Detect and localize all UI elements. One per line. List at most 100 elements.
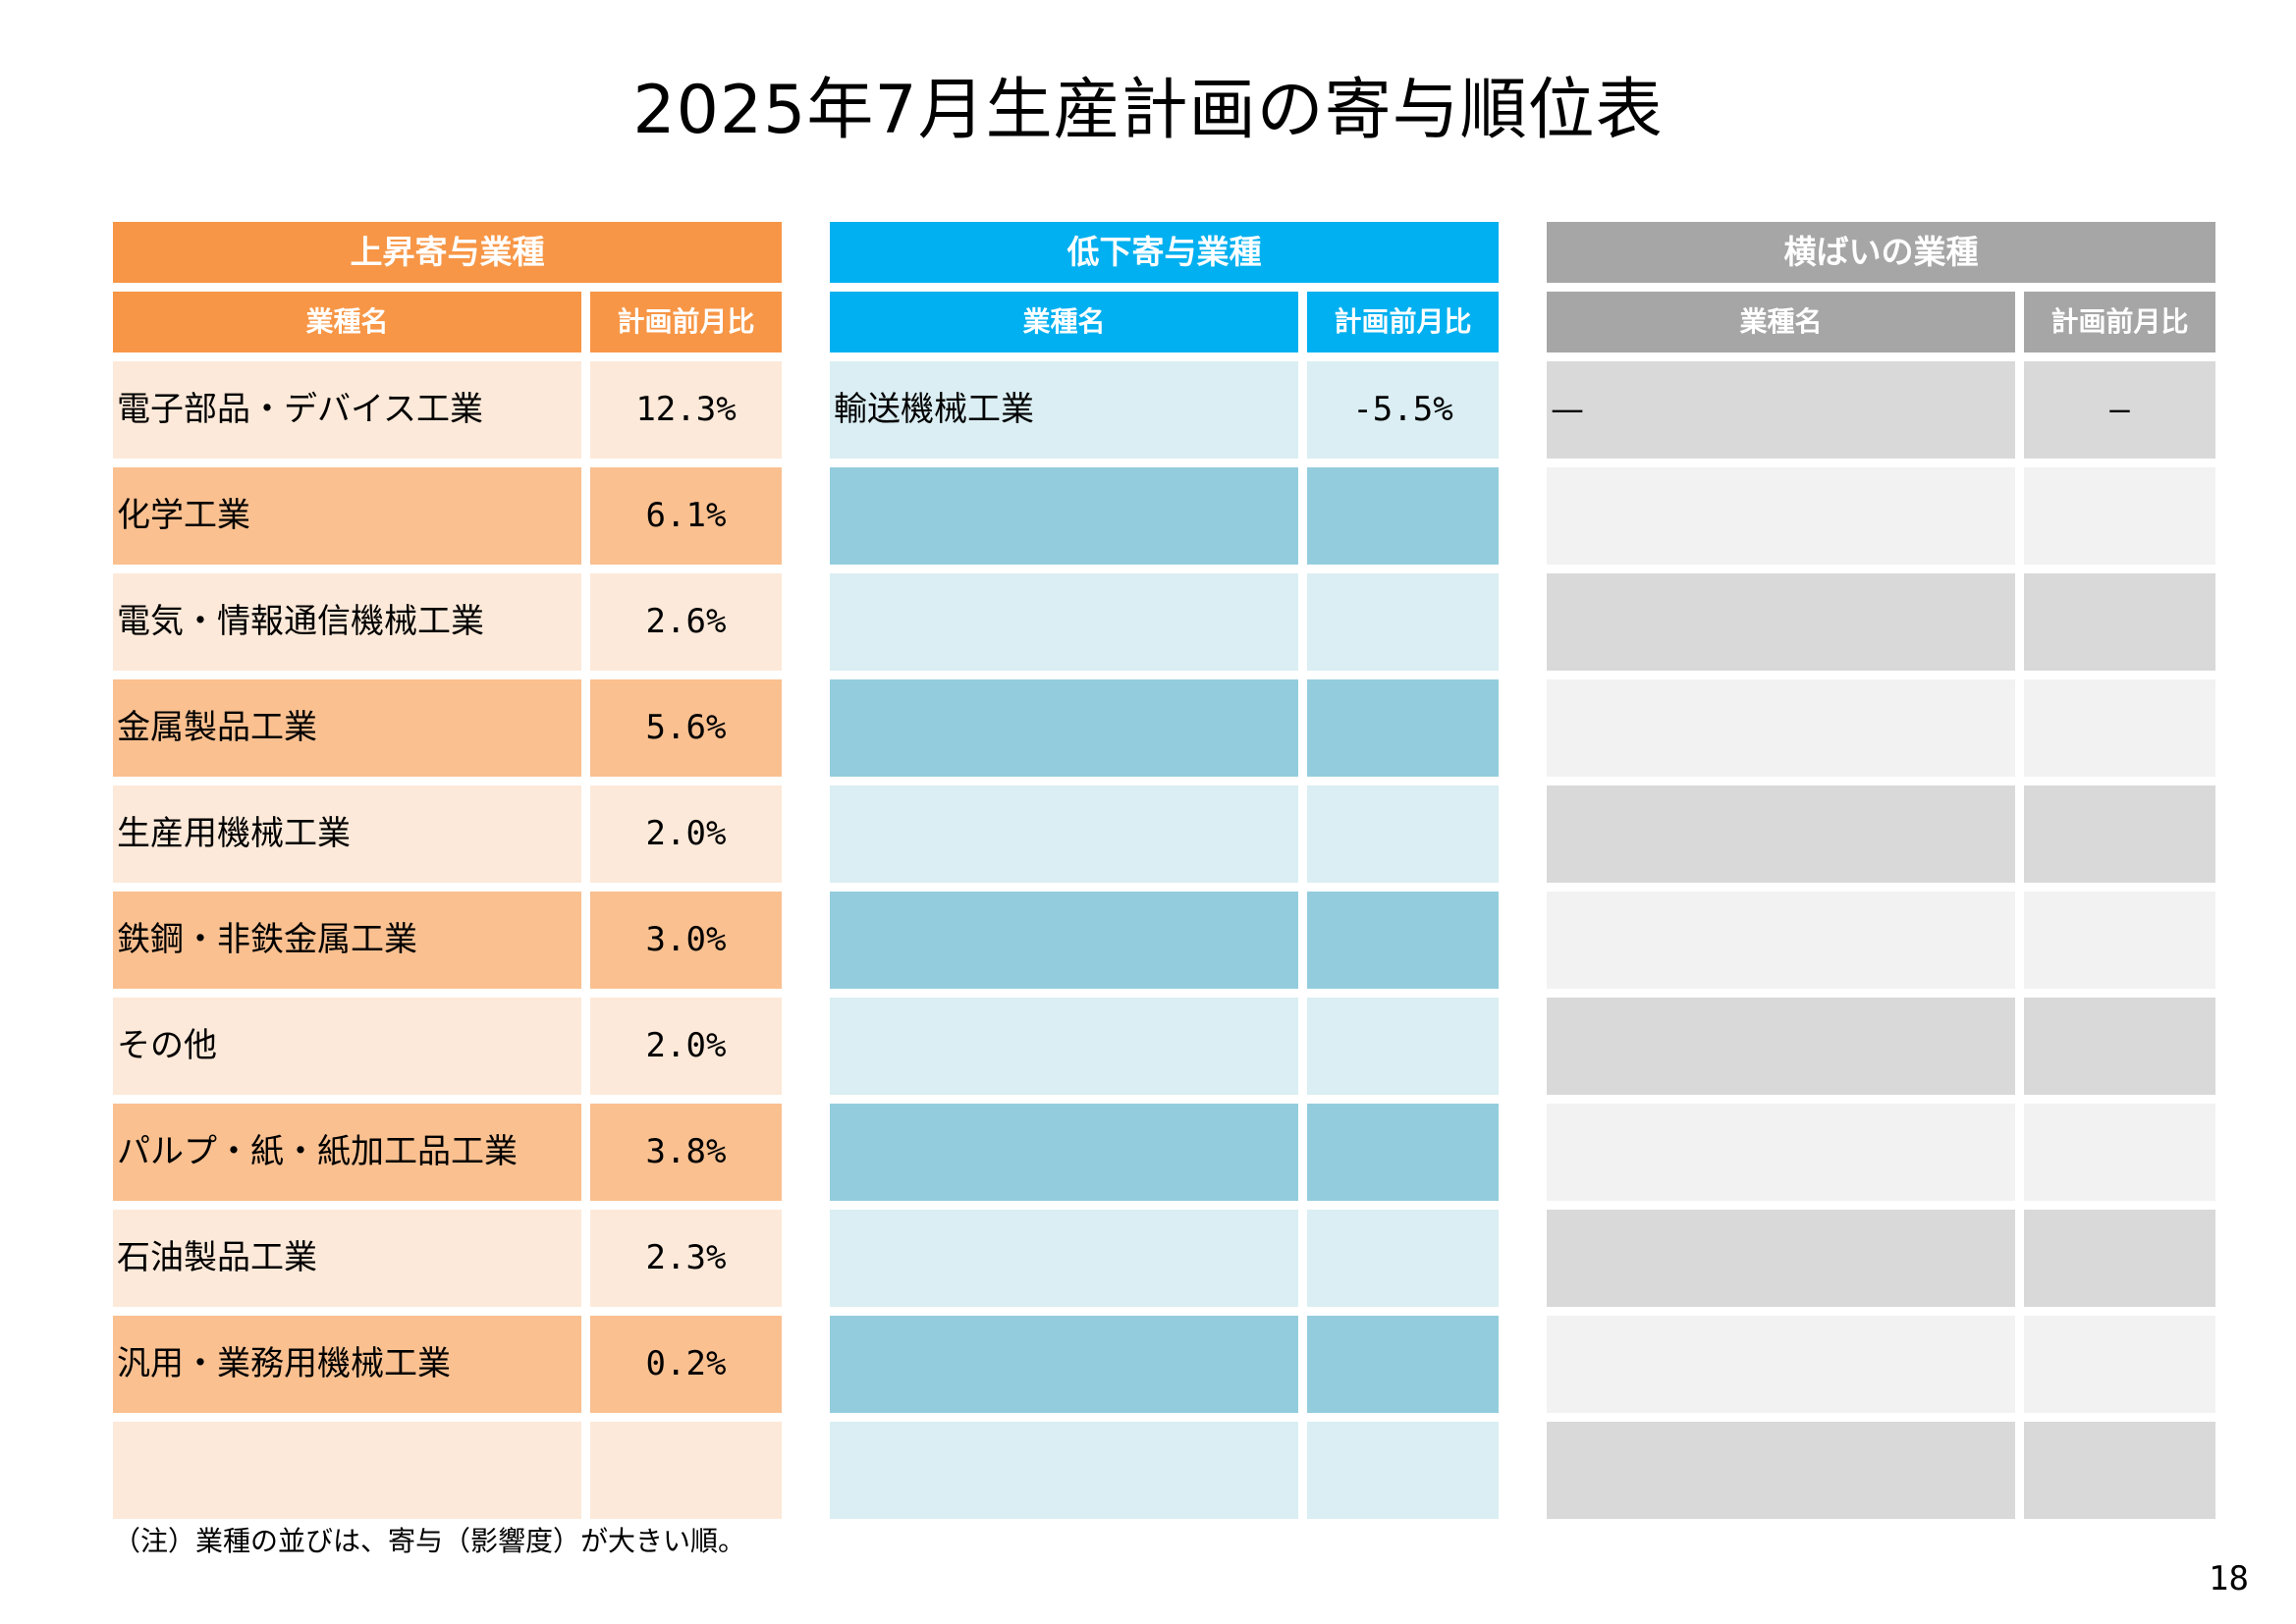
rise-col-name-header: 業種名 bbox=[113, 292, 581, 352]
flat-panel: 横ばいの業種 業種名 計画前月比 — — bbox=[1547, 222, 2215, 1528]
industry-name-cell bbox=[830, 892, 1298, 989]
flat-col-value-header: 計画前月比 bbox=[2024, 292, 2215, 352]
table-row bbox=[830, 1422, 1499, 1519]
industry-name-cell bbox=[830, 573, 1298, 671]
mom-change-cell bbox=[2024, 998, 2215, 1095]
industry-name-cell bbox=[1547, 1316, 2015, 1413]
table-row bbox=[1547, 892, 2215, 989]
table-row: 石油製品工業 2.3% bbox=[113, 1210, 782, 1307]
industry-name-cell bbox=[830, 785, 1298, 883]
mom-change-cell bbox=[1307, 1316, 1499, 1413]
industry-name-cell bbox=[830, 679, 1298, 777]
table-row bbox=[1547, 679, 2215, 777]
mom-change-cell bbox=[2024, 573, 2215, 671]
page-number: 18 bbox=[2209, 1559, 2249, 1598]
industry-name-cell: 石油製品工業 bbox=[113, 1210, 581, 1307]
industry-name-cell bbox=[830, 1210, 1298, 1307]
table-row bbox=[830, 1210, 1499, 1307]
table-row bbox=[113, 1422, 782, 1519]
mom-change-cell: 2.3% bbox=[590, 1210, 782, 1307]
mom-change-cell: 2.6% bbox=[590, 573, 782, 671]
fall-rows: 輸送機械工業 -5.5% bbox=[830, 361, 1499, 1519]
industry-name-cell: — bbox=[1547, 361, 2015, 459]
industry-name-cell bbox=[113, 1422, 581, 1519]
table-row bbox=[1547, 573, 2215, 671]
industry-name-cell: パルプ・紙・紙加工品工業 bbox=[113, 1104, 581, 1201]
industry-name-cell: 電気・情報通信機械工業 bbox=[113, 573, 581, 671]
mom-change-cell bbox=[2024, 679, 2215, 777]
table-row: 化学工業 6.1% bbox=[113, 467, 782, 565]
mom-change-cell bbox=[1307, 467, 1499, 565]
table-row: 鉄鋼・非鉄金属工業 3.0% bbox=[113, 892, 782, 989]
flat-rows: — — bbox=[1547, 361, 2215, 1519]
table-row bbox=[1547, 1316, 2215, 1413]
mom-change-cell: 12.3% bbox=[590, 361, 782, 459]
mom-change-cell bbox=[2024, 892, 2215, 989]
table-row bbox=[830, 679, 1499, 777]
table-row: パルプ・紙・紙加工品工業 3.8% bbox=[113, 1104, 782, 1201]
table-row bbox=[830, 785, 1499, 883]
industry-name-cell: 汎用・業務用機械工業 bbox=[113, 1316, 581, 1413]
table-row bbox=[1547, 467, 2215, 565]
rise-rows: 電子部品・デバイス工業 12.3% 化学工業 6.1% 電気・情報通信機械工業 2.6% 金… bbox=[113, 361, 782, 1519]
flat-panel-header: 横ばいの業種 bbox=[1547, 222, 2215, 283]
mom-change-cell: 2.0% bbox=[590, 785, 782, 883]
industry-name-cell bbox=[1547, 467, 2015, 565]
industry-name-cell: 輸送機械工業 bbox=[830, 361, 1298, 459]
table-row bbox=[1547, 1422, 2215, 1519]
industry-name-cell bbox=[1547, 1422, 2015, 1519]
flat-col-name-header: 業種名 bbox=[1547, 292, 2015, 352]
industry-name-cell bbox=[830, 467, 1298, 565]
mom-change-cell: -5.5% bbox=[1307, 361, 1499, 459]
industry-name-cell bbox=[830, 1316, 1298, 1413]
mom-change-cell: 2.0% bbox=[590, 998, 782, 1095]
mom-change-cell: 5.6% bbox=[590, 679, 782, 777]
industry-name-cell bbox=[830, 998, 1298, 1095]
page-title: 2025年7月生産計画の寄与順位表 bbox=[632, 72, 1664, 149]
mom-change-cell bbox=[1307, 1422, 1499, 1519]
fall-panel-header: 低下寄与業種 bbox=[830, 222, 1499, 283]
mom-change-cell: — bbox=[2024, 361, 2215, 459]
rise-panel-header: 上昇寄与業種 bbox=[113, 222, 782, 283]
table-row bbox=[830, 892, 1499, 989]
mom-change-cell bbox=[1307, 679, 1499, 777]
rise-column-headers: 業種名 計画前月比 bbox=[113, 292, 782, 352]
table-row bbox=[830, 1104, 1499, 1201]
mom-change-cell bbox=[2024, 1422, 2215, 1519]
table-row: 輸送機械工業 -5.5% bbox=[830, 361, 1499, 459]
fall-panel: 低下寄与業種 業種名 計画前月比 輸送機械工業 -5.5% bbox=[830, 222, 1499, 1528]
mom-change-cell bbox=[1307, 892, 1499, 989]
table-row: その他 2.0% bbox=[113, 998, 782, 1095]
mom-change-cell bbox=[1307, 573, 1499, 671]
mom-change-cell bbox=[1307, 998, 1499, 1095]
fall-col-name-header: 業種名 bbox=[830, 292, 1298, 352]
table-row: 電子部品・デバイス工業 12.3% bbox=[113, 361, 782, 459]
mom-change-cell bbox=[1307, 1104, 1499, 1201]
table-row bbox=[830, 1316, 1499, 1413]
table-row: 汎用・業務用機械工業 0.2% bbox=[113, 1316, 782, 1413]
industry-name-cell: 金属製品工業 bbox=[113, 679, 581, 777]
mom-change-cell bbox=[2024, 1210, 2215, 1307]
table-row: 電気・情報通信機械工業 2.6% bbox=[113, 573, 782, 671]
industry-name-cell bbox=[1547, 1104, 2015, 1201]
footnote: （注）業種の並びは、寄与（影響度）が大きい順。 bbox=[113, 1525, 746, 1557]
mom-change-cell bbox=[590, 1422, 782, 1519]
mom-change-cell bbox=[2024, 785, 2215, 883]
table-row bbox=[830, 573, 1499, 671]
industry-name-cell bbox=[1547, 1210, 2015, 1307]
mom-change-cell: 3.0% bbox=[590, 892, 782, 989]
table-row bbox=[830, 467, 1499, 565]
table-row bbox=[1547, 1210, 2215, 1307]
table-row: 金属製品工業 5.6% bbox=[113, 679, 782, 777]
industry-name-cell: 生産用機械工業 bbox=[113, 785, 581, 883]
rise-col-value-header: 計画前月比 bbox=[590, 292, 782, 352]
table-row bbox=[830, 998, 1499, 1095]
mom-change-cell: 3.8% bbox=[590, 1104, 782, 1201]
table-row: 生産用機械工業 2.0% bbox=[113, 785, 782, 883]
industry-name-cell bbox=[1547, 785, 2015, 883]
mom-change-cell bbox=[2024, 1316, 2215, 1413]
table-row: — — bbox=[1547, 361, 2215, 459]
industry-name-cell bbox=[1547, 679, 2015, 777]
mom-change-cell bbox=[1307, 1210, 1499, 1307]
fall-col-value-header: 計画前月比 bbox=[1307, 292, 1499, 352]
